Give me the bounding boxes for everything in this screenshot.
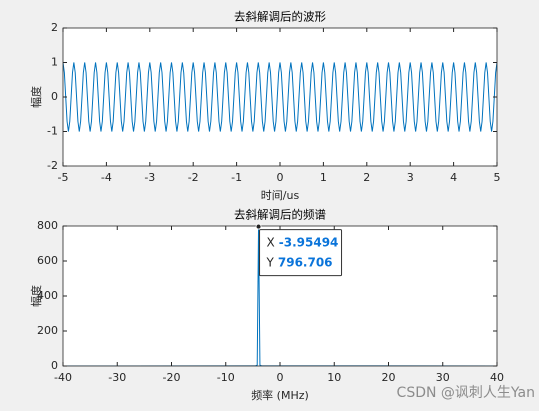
y-tick-label: 600	[37, 254, 58, 267]
datatip-label: X	[267, 235, 275, 249]
x-tick-label: 2	[363, 171, 370, 184]
datatip-row: Y 796.706	[266, 255, 333, 269]
x-tick-label: -20	[163, 371, 181, 384]
y-tick-label: -2	[47, 159, 58, 172]
datatip-row: X -3.95494	[267, 235, 339, 249]
datatip-value: 796.706	[278, 255, 333, 269]
y-axis-label: 幅度	[29, 86, 43, 108]
x-tick-label: 4	[450, 171, 457, 184]
x-tick-label: -5	[58, 171, 69, 184]
y-tick-label: 0	[51, 359, 58, 372]
x-tick-label: -4	[101, 171, 112, 184]
x-tick-label: 40	[490, 371, 504, 384]
x-tick-label: 3	[407, 171, 414, 184]
y-tick-label: 200	[37, 324, 58, 337]
datatip-marker	[255, 223, 262, 230]
y-tick-label: 0	[51, 90, 58, 103]
watermark: CSDN @讽刺人生Yan	[397, 385, 535, 401]
chart-title: 去斜解调后的频谱	[234, 208, 326, 222]
x-tick-label: -40	[54, 371, 72, 384]
y-tick-label: -1	[47, 125, 58, 138]
data-line	[63, 62, 497, 132]
plot-area	[63, 28, 497, 166]
y-tick-label: 1	[51, 56, 58, 69]
x-tick-label: 20	[382, 371, 396, 384]
x-tick-label: 0	[277, 371, 284, 384]
y-axis-label: 幅度	[29, 285, 43, 307]
x-tick-label: -2	[188, 171, 199, 184]
x-tick-label: 1	[320, 171, 327, 184]
datatip-label: Y	[266, 255, 275, 269]
x-tick-label: 10	[327, 371, 341, 384]
chart-title: 去斜解调后的波形	[234, 10, 326, 24]
x-tick-label: 0	[277, 171, 284, 184]
y-tick-label: 800	[37, 219, 58, 232]
x-tick-label: -1	[231, 171, 242, 184]
x-axis-label: 时间/us	[261, 189, 300, 202]
x-tick-label: -10	[217, 371, 235, 384]
x-tick-label: -3	[144, 171, 155, 184]
x-tick-label: -30	[108, 371, 126, 384]
datatip-value: -3.95494	[279, 235, 339, 249]
x-tick-label: 30	[436, 371, 450, 384]
x-axis-label: 频率 (MHz)	[251, 388, 309, 402]
x-tick-label: 5	[494, 171, 501, 184]
y-tick-label: 2	[51, 21, 58, 34]
y-tick-label: 400	[37, 289, 58, 302]
datatip-box	[259, 229, 343, 277]
